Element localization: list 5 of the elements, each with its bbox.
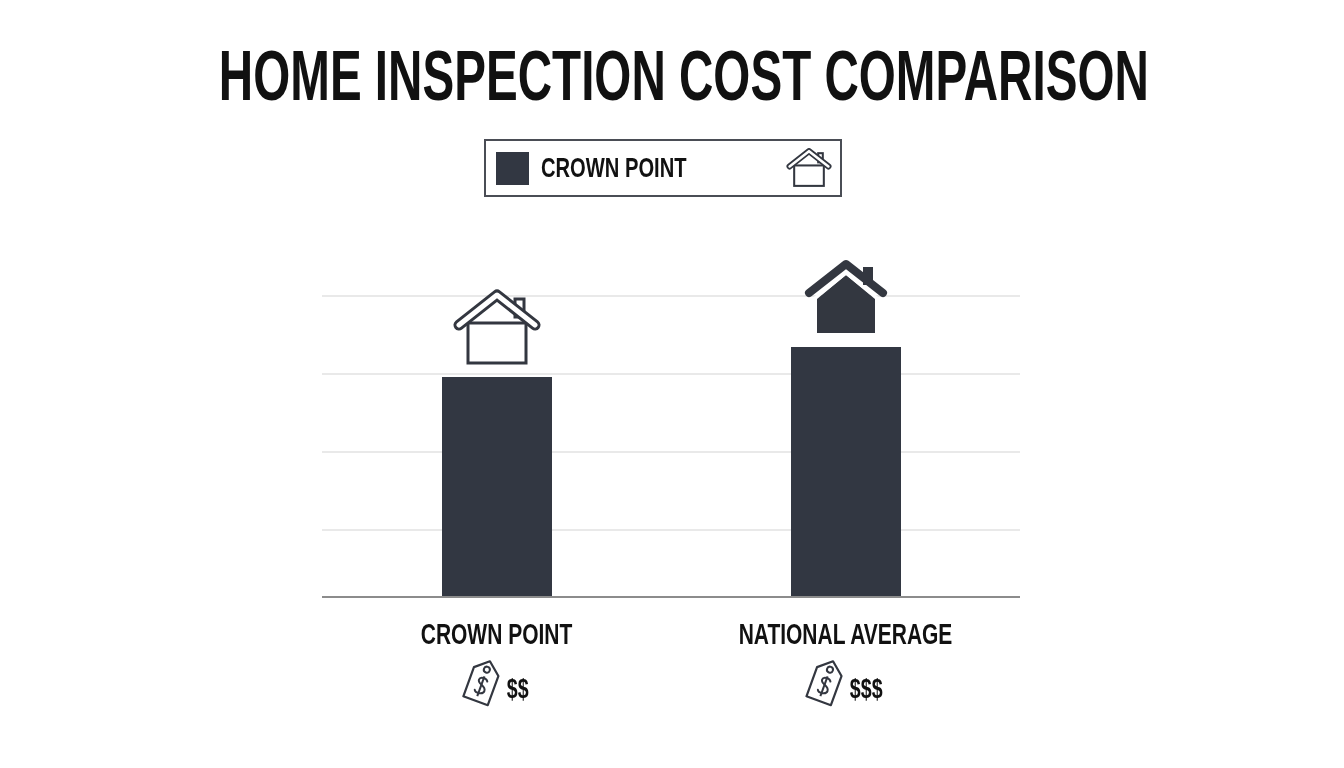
legend-label: CROWN POINT	[541, 152, 687, 184]
text: $$$	[849, 672, 883, 704]
x-tick-label: NATIONAL AVERAGE	[738, 617, 953, 650]
chart-title: HOME INSPECTION COST COMPARISON	[218, 37, 1149, 115]
text: $$	[506, 672, 529, 704]
